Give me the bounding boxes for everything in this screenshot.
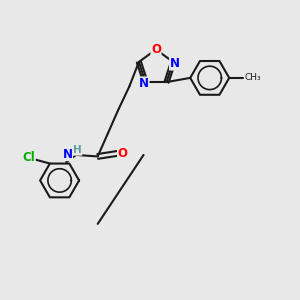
Text: O: O [151, 43, 161, 56]
Text: N: N [169, 57, 180, 70]
Text: H: H [73, 146, 82, 155]
Text: O: O [118, 147, 128, 160]
Text: Cl: Cl [22, 151, 35, 164]
Text: N: N [139, 77, 149, 90]
Text: N: N [62, 148, 73, 160]
Text: CH₃: CH₃ [244, 74, 261, 82]
